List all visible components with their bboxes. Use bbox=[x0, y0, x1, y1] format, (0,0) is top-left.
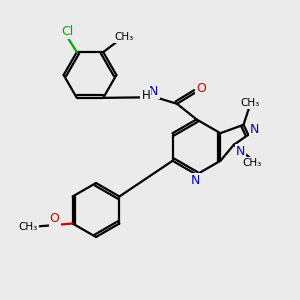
Text: CH₃: CH₃ bbox=[241, 98, 260, 108]
Text: N: N bbox=[236, 145, 245, 158]
Text: O: O bbox=[50, 212, 60, 226]
Text: N: N bbox=[250, 123, 260, 136]
Text: CH₃: CH₃ bbox=[19, 222, 38, 232]
Text: CH₃: CH₃ bbox=[115, 32, 134, 42]
Text: O: O bbox=[196, 82, 206, 95]
Text: CH₃: CH₃ bbox=[242, 158, 262, 168]
Text: N: N bbox=[149, 85, 159, 98]
Text: Cl: Cl bbox=[61, 25, 73, 38]
Text: H: H bbox=[141, 89, 150, 102]
Text: N: N bbox=[190, 174, 200, 188]
